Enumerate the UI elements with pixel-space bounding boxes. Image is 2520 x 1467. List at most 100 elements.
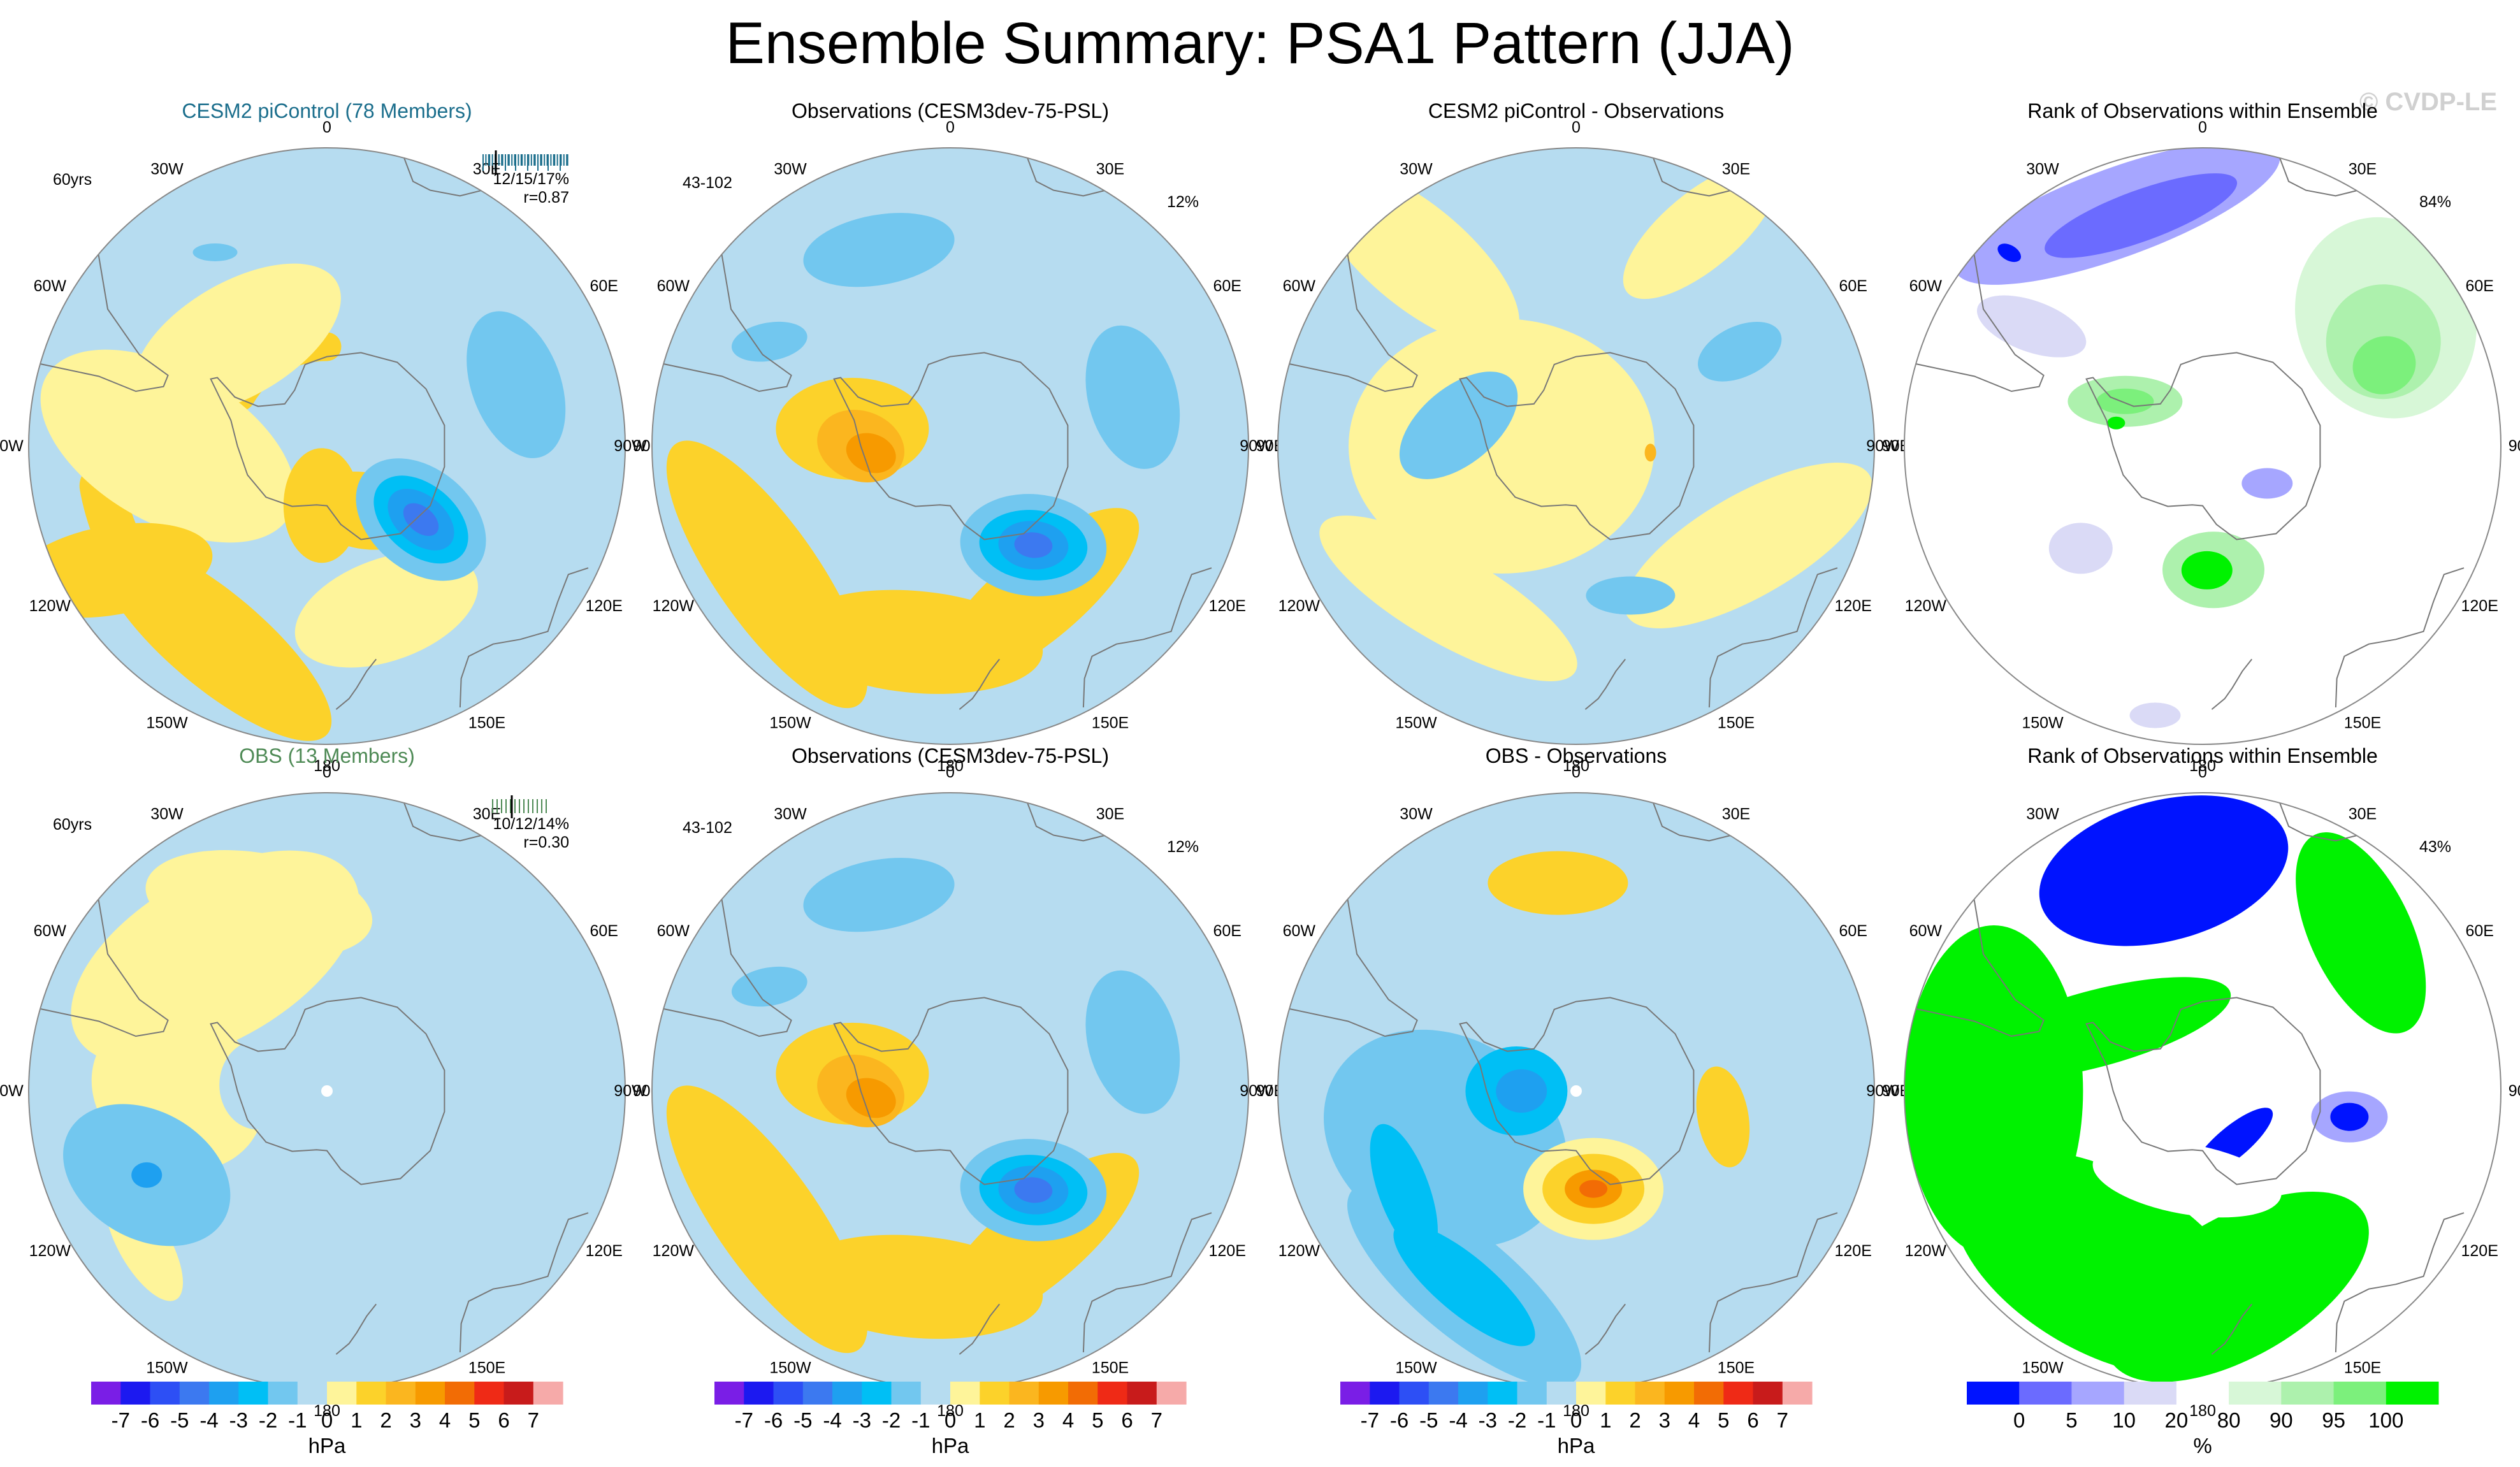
longitude-label-150w: 150W xyxy=(1395,1359,1437,1377)
antarctica-coastline xyxy=(210,997,445,1185)
longitude-label-60e: 60E xyxy=(1213,922,1241,940)
contour-region xyxy=(1579,1180,1608,1198)
colorbar-tick-label: -6 xyxy=(141,1408,159,1432)
colorbar-swatch xyxy=(415,1382,445,1405)
panel-diff-row1: 030E60E90E120E150E180150W120W90W60W30WCE… xyxy=(1240,99,1910,775)
longitude-label-60e: 60E xyxy=(590,922,618,940)
new-zealand-coastline xyxy=(959,1303,1000,1355)
colorbar-swatch xyxy=(1576,1382,1606,1405)
south-america-coastline xyxy=(652,254,792,393)
longitude-label-0: 0 xyxy=(946,763,955,781)
australia-coastline xyxy=(2335,567,2465,708)
longitude-label-150w: 150W xyxy=(146,714,188,732)
new-zealand-coastline xyxy=(335,658,377,710)
longitude-label-90w: 90W xyxy=(1866,1082,1899,1100)
colorbar-tick-label: -3 xyxy=(1479,1408,1497,1432)
south-america-coastline xyxy=(1278,899,1418,1037)
new-zealand-coastline xyxy=(1584,1303,1626,1355)
colorbar-tick-label: 0 xyxy=(945,1408,956,1432)
colorbar-swatch xyxy=(1517,1382,1547,1405)
contour-region xyxy=(803,858,955,932)
pattern-correlation: r=0.30 xyxy=(523,834,569,851)
contour-region xyxy=(134,263,341,416)
colorbar-swatch xyxy=(744,1382,774,1405)
longitude-label-180: 180 xyxy=(314,757,340,775)
colorbar-tick-label: -5 xyxy=(170,1408,189,1432)
australia-coastline xyxy=(2335,1212,2465,1353)
pole-marker xyxy=(2197,1085,2208,1097)
longitude-label-120e: 120E xyxy=(1835,1242,1872,1260)
pole-marker xyxy=(321,1085,333,1097)
colorbar-tick-label: 2 xyxy=(1629,1408,1640,1432)
australia-coastline xyxy=(459,567,589,708)
colorbar-hpa: -7 -6 -5 -4 -3 -2 -1 0 1 2 3 4 5 6 7 hPa xyxy=(1340,1382,1813,1457)
contour-region xyxy=(467,311,566,458)
longitude-label-60w: 60W xyxy=(657,277,690,295)
longitude-label-150w: 150W xyxy=(769,714,811,732)
colorbar-swatch xyxy=(802,1382,833,1405)
longitude-label-150e: 150E xyxy=(1718,714,1755,732)
colorbar-tick-label: -2 xyxy=(259,1408,277,1432)
colorbar-swatch xyxy=(120,1382,151,1405)
colorbar-tick-label: -1 xyxy=(911,1408,930,1432)
panel-title: Rank of Observations within Ensemble xyxy=(2027,99,2378,122)
longitude-label-120w: 120W xyxy=(653,1242,695,1260)
longitude-label-90w: 90W xyxy=(1240,1082,1273,1100)
contour-region xyxy=(1976,295,2087,358)
figure-title: Ensemble Summary: PSA1 Pattern (JJA) xyxy=(725,11,1795,76)
colorbar-rank: 0 5 10 20 80 90 95 100% xyxy=(1967,1382,2439,1457)
colorbar-tick-label: 1 xyxy=(974,1408,985,1432)
colorbar-swatch xyxy=(1664,1382,1695,1405)
colorbar-unit: hPa xyxy=(932,1434,969,1457)
rank-percent: 43% xyxy=(2419,838,2451,856)
longitude-label-30w: 30W xyxy=(150,805,184,823)
panel-ens-row2-map xyxy=(29,793,625,1389)
colorbar-tick-label: 7 xyxy=(528,1408,539,1432)
contour-region xyxy=(731,321,807,362)
longitude-label-60e: 60E xyxy=(2465,277,2493,295)
longitude-label-30e: 30E xyxy=(1096,160,1124,178)
map-border xyxy=(651,147,1249,745)
longitude-label-30w: 30W xyxy=(774,805,807,823)
colorbar-swatch xyxy=(503,1382,534,1405)
colorbar-tick-label: -5 xyxy=(793,1408,812,1432)
longitude-label-0: 0 xyxy=(1572,763,1581,781)
new-zealand-coastline xyxy=(1584,658,1626,710)
panel-obs-row1: 030E60E90E120E150E180150W120W90W60W30WOb… xyxy=(614,99,1284,775)
colorbar-swatch xyxy=(2281,1382,2334,1405)
colorbar-tick-label: 3 xyxy=(1659,1408,1670,1432)
contour-region xyxy=(846,1078,896,1118)
contour-region xyxy=(803,213,955,287)
longitude-label-120w: 120W xyxy=(29,597,71,615)
panel-rank-row2-map xyxy=(1904,793,2501,1389)
colorbar-tick-label: 7 xyxy=(1151,1408,1162,1432)
rank-percent: 84% xyxy=(2419,193,2451,211)
contour-region xyxy=(219,1040,296,1130)
contour-region xyxy=(1319,516,1577,681)
colorbar-swatch xyxy=(150,1382,180,1405)
antarctica-coastline xyxy=(1459,997,1695,1185)
colorbar-tick-label: 0 xyxy=(1570,1408,1582,1432)
contour-region xyxy=(846,433,896,473)
south-america-coastline xyxy=(1278,254,1418,393)
longitude-label-30w: 30W xyxy=(774,160,807,178)
colorbar-swatch xyxy=(238,1382,269,1405)
longitude-label-30e: 30E xyxy=(2349,160,2377,178)
longitude-label-120e: 120E xyxy=(586,597,623,615)
antarctica-coastline xyxy=(1459,352,1695,540)
colorbar-swatch xyxy=(533,1382,563,1405)
antarctica-coastline xyxy=(833,997,1069,1185)
panel-rank-row1-map xyxy=(1904,148,2501,744)
antarctica-coastline xyxy=(2085,997,2321,1185)
panel-diff-row2-map xyxy=(1278,793,1874,1389)
colorbar-tick-label: 4 xyxy=(1688,1408,1700,1432)
longitude-label-90e: 90E xyxy=(2509,437,2520,455)
new-zealand-coastline xyxy=(2211,658,2252,710)
colorbar-tick-label: 2 xyxy=(1003,1408,1015,1432)
panel-title: Rank of Observations within Ensemble xyxy=(2027,744,2378,767)
colorbar-unit: hPa xyxy=(1558,1434,1595,1457)
colorbar-swatch xyxy=(980,1382,1010,1405)
longitude-label-150e: 150E xyxy=(1092,1359,1129,1377)
contour-region xyxy=(1014,1177,1053,1203)
